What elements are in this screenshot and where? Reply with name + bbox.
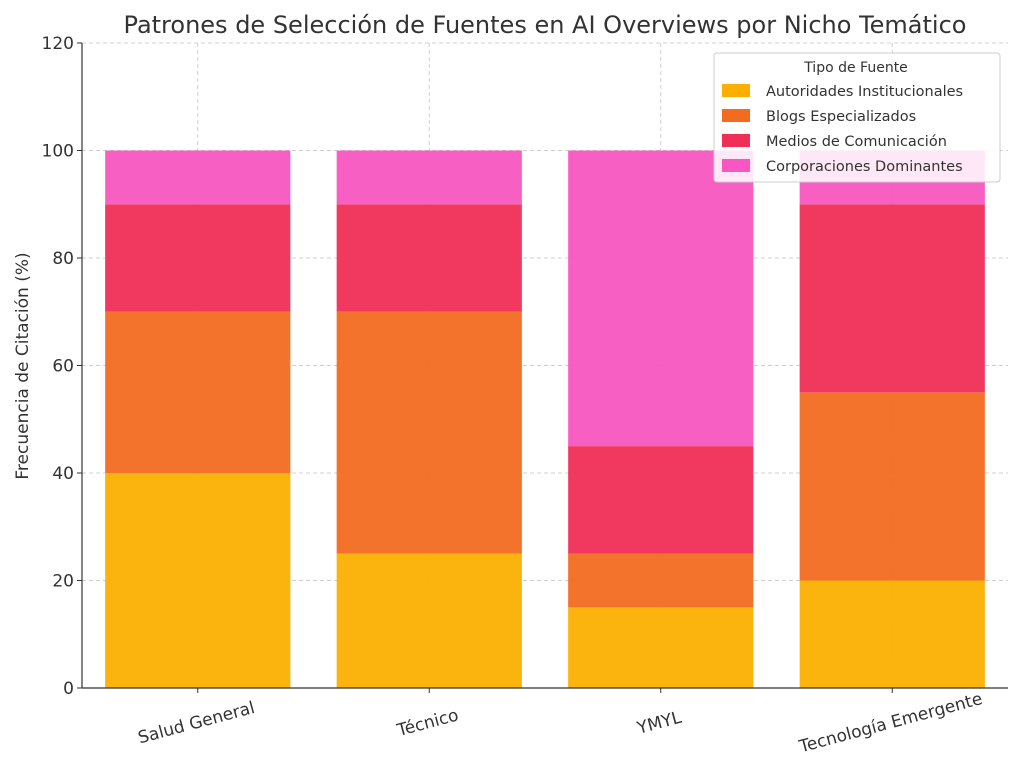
y-tick-label: 80 bbox=[52, 249, 74, 269]
bar-segment bbox=[336, 553, 522, 688]
bar-segment bbox=[336, 204, 522, 312]
bar-segment bbox=[105, 150, 291, 205]
bars bbox=[105, 150, 985, 688]
bar-segment bbox=[336, 150, 522, 205]
legend-label: Autoridades Institucionales bbox=[766, 84, 963, 100]
bar-segment bbox=[799, 204, 985, 393]
y-tick-label: 40 bbox=[52, 464, 74, 484]
legend: Tipo de Fuente Autoridades Institucionale… bbox=[713, 52, 1001, 183]
y-tick-label: 100 bbox=[42, 142, 74, 162]
x-tick-label: YMYL bbox=[634, 708, 684, 739]
bar-segment bbox=[568, 607, 754, 688]
bar-segment bbox=[336, 311, 522, 554]
y-tick-label: 60 bbox=[52, 357, 74, 377]
x-tick-label: Salud General bbox=[136, 698, 257, 748]
legend-swatch bbox=[722, 134, 750, 147]
y-tick-label: 0 bbox=[63, 679, 74, 699]
y-tick-label: 120 bbox=[42, 34, 74, 54]
legend-swatch bbox=[722, 84, 750, 97]
x-tick-label: Técnico bbox=[394, 705, 461, 741]
legend-label: Corporaciones Dominantes bbox=[766, 159, 963, 175]
legend-label: Blogs Especializados bbox=[766, 109, 916, 125]
y-tick-label: 20 bbox=[52, 572, 74, 592]
legend-box bbox=[713, 52, 1001, 183]
legend-label: Medios de Comunicación bbox=[766, 134, 947, 150]
bar-segment bbox=[568, 150, 754, 447]
legend-swatch bbox=[722, 109, 750, 122]
y-axis-label: Frecuencia de Citación (%) bbox=[13, 252, 33, 479]
bar-segment bbox=[105, 473, 291, 688]
bar-segment bbox=[568, 446, 754, 554]
bar-segment bbox=[568, 553, 754, 608]
legend-title: Tipo de Fuente bbox=[803, 60, 908, 76]
bar-segment bbox=[799, 580, 985, 688]
legend-swatch bbox=[722, 159, 750, 172]
chart-title: Patrones de Selección de Fuentes en AI O… bbox=[124, 11, 967, 39]
bar-segment bbox=[105, 204, 291, 312]
bar-segment bbox=[105, 311, 291, 473]
x-tick-label: Tecnología Emergente bbox=[796, 689, 984, 757]
bar-segment bbox=[799, 392, 985, 581]
